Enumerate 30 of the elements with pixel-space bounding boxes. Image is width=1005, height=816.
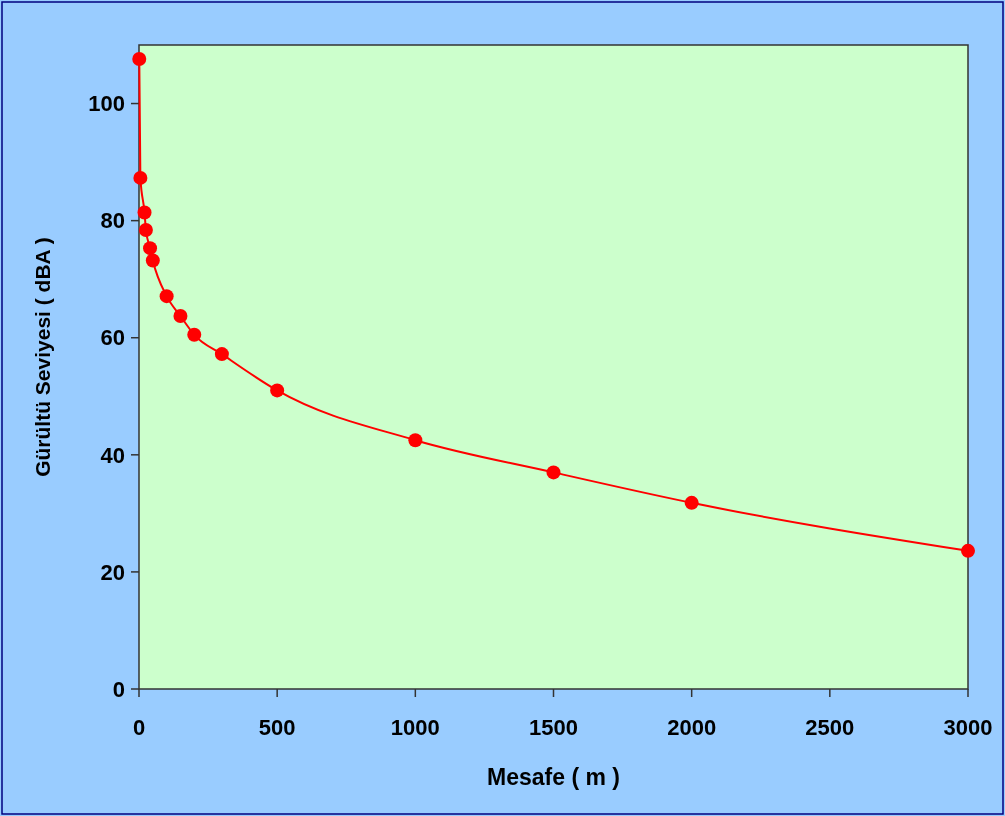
x-tick-label: 2000 (667, 715, 717, 740)
y-tick-label: 40 (100, 442, 125, 468)
y-tick-label: 0 (112, 676, 125, 702)
point (132, 52, 147, 67)
point (961, 543, 975, 558)
x-tick-label: 3000 (943, 715, 993, 740)
point (546, 465, 561, 480)
y-tick-label: 20 (100, 559, 125, 585)
point (408, 433, 423, 448)
point (173, 309, 188, 324)
point (137, 205, 152, 220)
x-tick-label: 1000 (390, 715, 440, 740)
point (159, 289, 174, 304)
y-tick-label: 80 (100, 208, 125, 234)
x-axis-title: Mesafe ( m ) (487, 764, 620, 790)
point (133, 170, 148, 185)
x-tick-label: 0 (132, 715, 146, 740)
point (270, 383, 285, 398)
y-tick-label: 60 (100, 325, 125, 351)
point (684, 495, 699, 510)
point (214, 347, 229, 362)
x-tick-label: 2500 (805, 715, 855, 740)
point (138, 223, 153, 237)
point (187, 327, 202, 342)
point (143, 241, 158, 256)
x-tick-label: 1500 (529, 715, 578, 740)
y-tick-label: 100 (88, 91, 125, 117)
y-axis-title: Gürültü Seviyesi ( dBA ) (31, 237, 54, 477)
x-tick-label: 500 (258, 715, 296, 740)
point (145, 253, 160, 268)
